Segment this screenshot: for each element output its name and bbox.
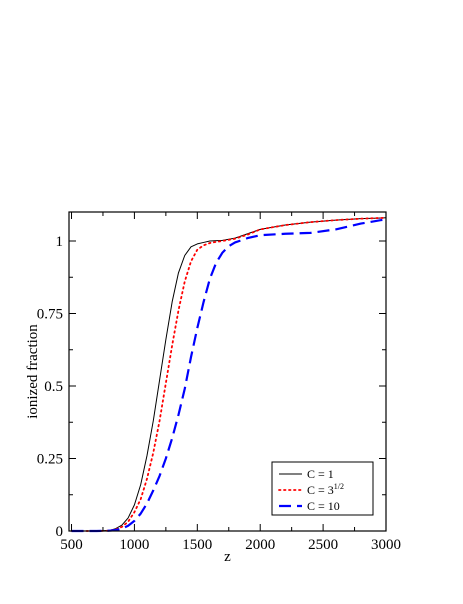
series-layer (70, 216, 387, 533)
series-line-3 (71, 218, 387, 533)
legend-label-superscript: 1/2 (334, 482, 344, 491)
x-axis-title: z (224, 549, 231, 565)
legend-label-3: C = 10 (307, 499, 340, 513)
y-tick-label: 1 (56, 234, 64, 250)
plot-frame (68, 211, 387, 532)
x-tick-label: 2500 (308, 537, 338, 553)
y-axis-title: ionized fraction (25, 324, 41, 419)
x-tick-label: 3000 (371, 537, 401, 553)
y-tick-label: 0.25 (37, 452, 63, 468)
x-tick-label: 1000 (119, 537, 149, 553)
x-tick-label: 1500 (182, 537, 212, 553)
x-tick-label: 500 (60, 537, 83, 553)
ticks-layer: 500 1000 1500 2000 2500 3000 0 0.25 0.5 0.75 1 (37, 212, 401, 553)
legend-label-1: C = 1 (307, 467, 334, 481)
series-line-2 (70, 216, 387, 532)
y-tick-label: 0 (56, 524, 64, 540)
legend: C = 1C = 31/2C = 10 (271, 461, 374, 516)
y-tick-label: 0.5 (44, 379, 63, 395)
y-tick-label: 0.75 (37, 307, 63, 323)
x-tick-label: 2000 (245, 537, 275, 553)
